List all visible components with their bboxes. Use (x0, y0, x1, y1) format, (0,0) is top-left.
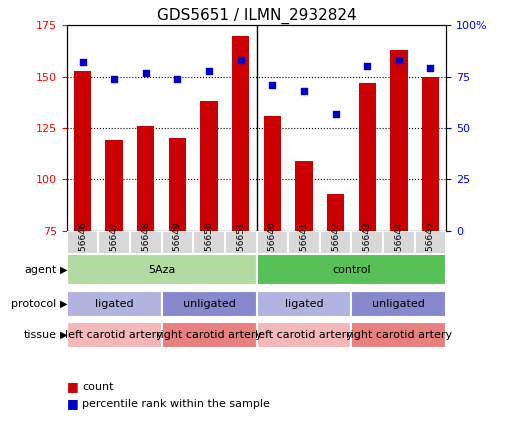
FancyBboxPatch shape (383, 231, 415, 273)
Text: left carotid artery: left carotid artery (65, 330, 163, 340)
Bar (327, 194, 344, 231)
FancyBboxPatch shape (130, 231, 162, 273)
Text: GSM1356649: GSM1356649 (173, 221, 182, 282)
FancyBboxPatch shape (98, 231, 130, 273)
Text: count: count (82, 382, 113, 392)
Point (394, 57, 403, 63)
Text: right carotid artery: right carotid artery (156, 330, 262, 340)
FancyBboxPatch shape (225, 231, 256, 273)
Text: right carotid artery: right carotid artery (346, 330, 452, 340)
Point (268, 82, 277, 88)
Text: ■: ■ (67, 398, 78, 410)
Bar (359, 83, 376, 231)
Point (205, 67, 213, 74)
Text: 5Aza: 5Aza (148, 265, 175, 275)
Bar (137, 126, 154, 231)
FancyBboxPatch shape (288, 231, 320, 273)
FancyBboxPatch shape (193, 231, 225, 273)
Text: GSM1356647: GSM1356647 (110, 221, 119, 282)
Bar (232, 36, 249, 231)
FancyBboxPatch shape (162, 231, 193, 273)
Text: GSM1356643: GSM1356643 (363, 221, 372, 282)
FancyBboxPatch shape (67, 321, 162, 348)
Text: ligated: ligated (285, 299, 323, 309)
Bar (295, 161, 312, 231)
Text: unligated: unligated (183, 299, 235, 309)
Text: GSM1356651: GSM1356651 (236, 221, 245, 282)
Point (142, 69, 150, 76)
FancyBboxPatch shape (320, 231, 351, 273)
Text: ligated: ligated (95, 299, 133, 309)
Text: GSM1356645: GSM1356645 (426, 221, 435, 282)
Bar (169, 138, 186, 231)
Bar (422, 77, 439, 231)
Bar (201, 101, 218, 231)
FancyBboxPatch shape (351, 291, 446, 317)
Bar (390, 50, 407, 231)
FancyBboxPatch shape (67, 291, 162, 317)
Text: agent: agent (24, 265, 56, 275)
FancyBboxPatch shape (162, 291, 256, 317)
Point (78, 59, 87, 66)
Point (110, 75, 118, 82)
FancyBboxPatch shape (67, 231, 98, 273)
Point (300, 88, 308, 94)
Text: GSM1356644: GSM1356644 (394, 221, 403, 282)
Point (426, 65, 435, 72)
Text: left carotid artery: left carotid artery (255, 330, 353, 340)
Bar (74, 71, 91, 231)
Point (173, 75, 182, 82)
FancyBboxPatch shape (256, 254, 446, 286)
FancyBboxPatch shape (256, 321, 351, 348)
FancyBboxPatch shape (415, 231, 446, 273)
Text: GSM1356640: GSM1356640 (268, 221, 277, 282)
Point (363, 63, 371, 70)
Text: protocol: protocol (11, 299, 56, 309)
Bar (264, 115, 281, 231)
FancyBboxPatch shape (351, 321, 446, 348)
Title: GDS5651 / ILMN_2932824: GDS5651 / ILMN_2932824 (156, 8, 357, 24)
Text: GSM1356650: GSM1356650 (205, 221, 213, 282)
FancyBboxPatch shape (256, 231, 288, 273)
Text: ▶: ▶ (60, 330, 67, 340)
Text: percentile rank within the sample: percentile rank within the sample (82, 399, 270, 409)
Point (236, 57, 245, 63)
Text: ▶: ▶ (60, 299, 67, 309)
FancyBboxPatch shape (67, 254, 256, 286)
Text: unligated: unligated (372, 299, 425, 309)
Text: tissue: tissue (24, 330, 56, 340)
FancyBboxPatch shape (256, 291, 351, 317)
Text: GSM1356642: GSM1356642 (331, 221, 340, 282)
Text: GSM1356641: GSM1356641 (300, 221, 308, 282)
Bar (106, 140, 123, 231)
Text: GSM1356646: GSM1356646 (78, 221, 87, 282)
Text: ▶: ▶ (60, 265, 67, 275)
Text: ■: ■ (67, 381, 78, 393)
Point (331, 110, 340, 117)
Text: control: control (332, 265, 371, 275)
FancyBboxPatch shape (162, 321, 256, 348)
Text: GSM1356648: GSM1356648 (141, 221, 150, 282)
FancyBboxPatch shape (351, 231, 383, 273)
